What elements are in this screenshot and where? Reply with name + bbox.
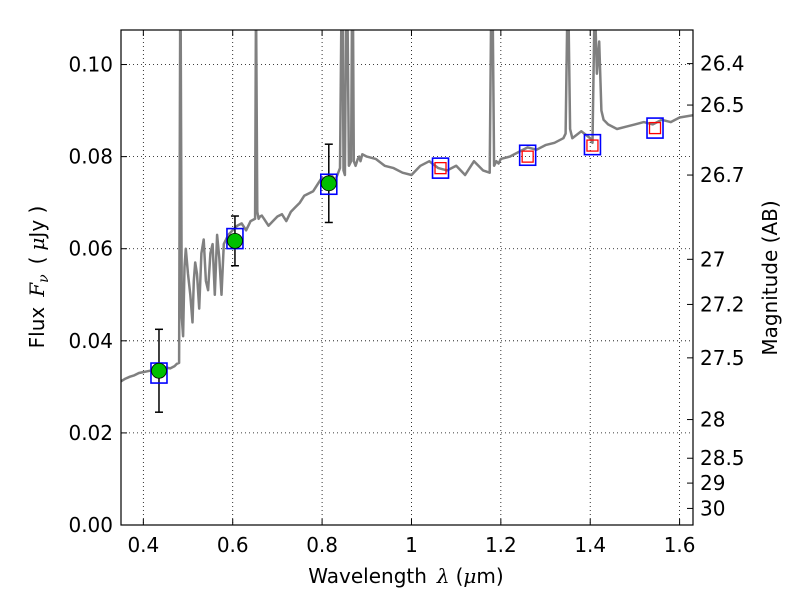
model-box <box>319 173 338 196</box>
y2-tick-label: 27 <box>700 247 725 271</box>
y-tick-label: 0.10 <box>68 53 113 77</box>
y2-axis-label: Magnitude (AB) <box>758 200 782 355</box>
y-axis-label: Flux Fν ( μJy ) <box>25 206 52 349</box>
upper-marker <box>521 150 534 163</box>
x-tick-label: 1 <box>405 533 418 557</box>
x-tick-label: 0.8 <box>306 533 338 557</box>
x-axis-label-unit-mu: μ <box>463 564 476 588</box>
x-tick-label: 1.2 <box>485 533 517 557</box>
y-axis-label-unit-open: ( <box>25 257 49 265</box>
y2-tick-label: 30 <box>700 496 725 520</box>
ticks: 0.4 0.6 0.8 1 1.2 1.4 1.6 0.00 0.02 0.04 0.06 0.08 0… <box>68 30 745 557</box>
observed-point <box>151 362 167 379</box>
y2-tick-label: 28.5 <box>700 446 745 470</box>
x-axis-label-unit-open: ( <box>456 564 464 588</box>
model-box <box>583 133 602 156</box>
y2-tick-label: 26.4 <box>700 52 745 76</box>
y-axis-label-main: Flux <box>25 307 49 349</box>
y-tick-label: 0.02 <box>68 421 113 445</box>
y2-tick-label: 26.5 <box>700 93 745 117</box>
y2-tick-label: 27.5 <box>700 346 745 370</box>
upper-marker <box>434 161 447 175</box>
observed-point <box>227 232 243 249</box>
upper-marker <box>648 121 662 135</box>
x-axis-label-unit-rest: m) <box>476 564 503 588</box>
y-axis-label-unit-mu: μ <box>25 238 49 251</box>
spectrum-line <box>121 30 693 383</box>
x-axis-label: Wavelength λ (μm) <box>308 564 503 588</box>
x-axis-label-symbol: λ <box>436 564 450 588</box>
x-tick-label: 0.6 <box>217 533 249 557</box>
x-tick-label: 1.4 <box>574 533 606 557</box>
y-tick-label: 0.08 <box>68 145 113 169</box>
y-axis-label-unit-rest: Jy ) <box>25 206 49 240</box>
x-tick-label: 1.6 <box>664 533 696 557</box>
model-box <box>431 157 450 179</box>
observed-point <box>320 175 337 192</box>
model-box <box>518 144 537 167</box>
y2-tick-label: 29 <box>700 471 725 495</box>
y-tick-label: 0.00 <box>68 513 113 537</box>
y2-tick-label: 27.2 <box>700 292 745 316</box>
y-tick-label: 0.04 <box>68 329 113 353</box>
plot-frame <box>120 29 694 526</box>
y2-tick-label: 26.7 <box>700 163 745 187</box>
upper-marker <box>586 139 599 152</box>
model-box <box>646 117 664 139</box>
y-axis-label-symbol: F <box>25 282 49 298</box>
x-axis-label-main: Wavelength <box>308 564 427 588</box>
y-axis-label-sub: ν <box>36 274 52 283</box>
y-tick-label: 0.06 <box>68 237 113 261</box>
markers <box>150 117 664 413</box>
y2-tick-label: 28 <box>700 408 725 432</box>
x-tick-label: 0.4 <box>127 533 159 557</box>
